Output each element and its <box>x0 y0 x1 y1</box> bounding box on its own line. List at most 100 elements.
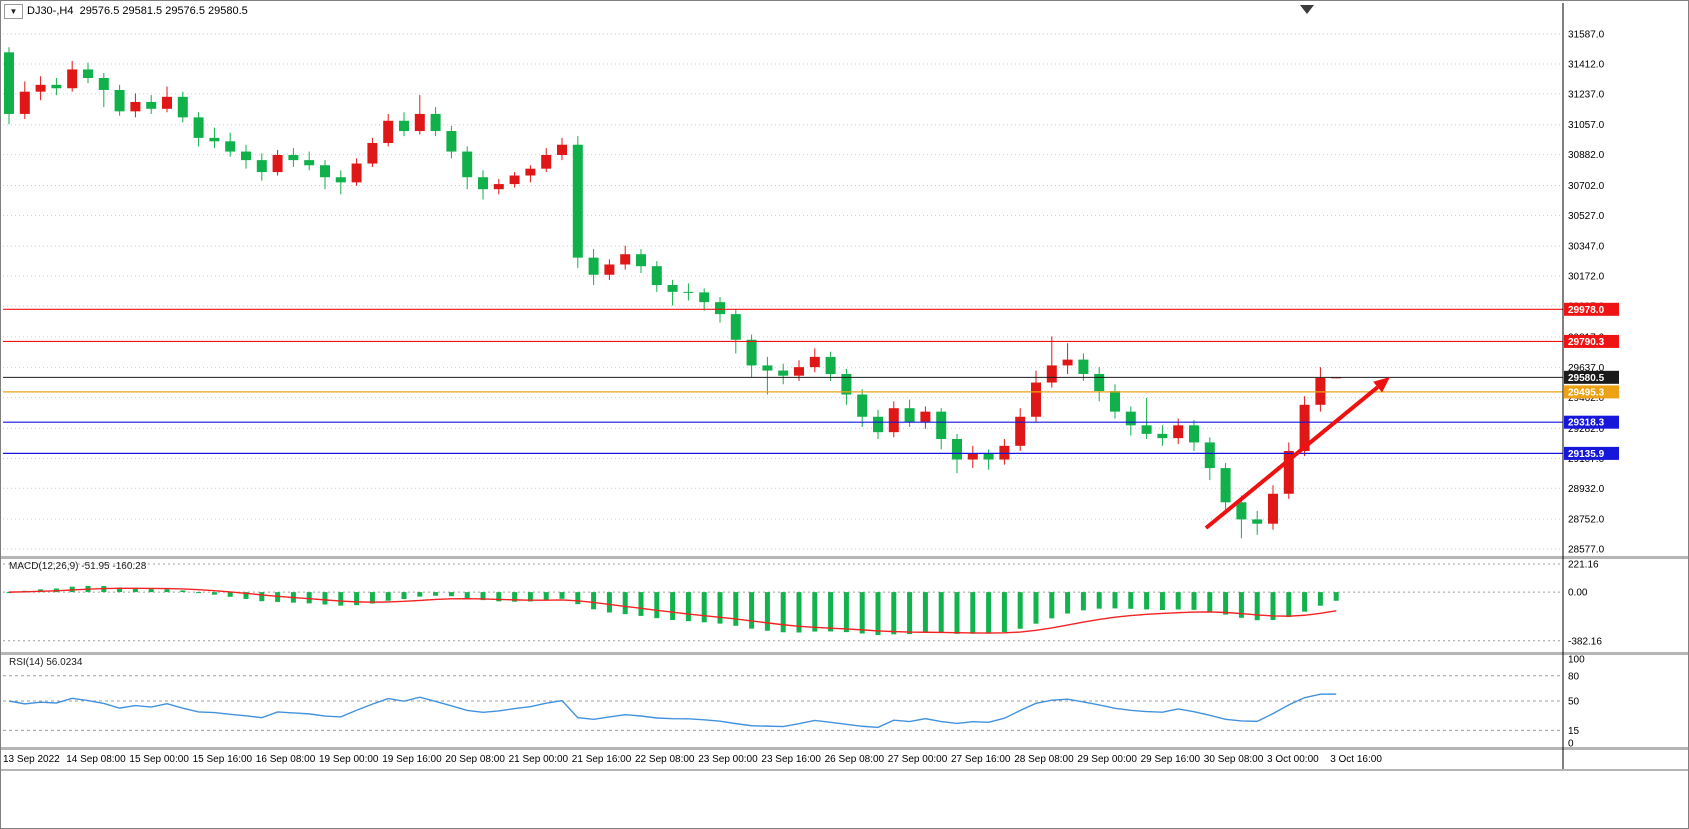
candle-body <box>541 154 552 169</box>
price-tag <box>1564 446 1619 460</box>
macd-scale-label: -382.16 <box>1568 636 1602 647</box>
candle-body <box>51 84 62 89</box>
y-axis-label: 29462.0 <box>1568 393 1605 404</box>
candle-body <box>1220 468 1231 503</box>
macd-histogram-bar <box>275 592 281 602</box>
macd-histogram-bar <box>401 592 407 600</box>
symbol-dropdown-button[interactable]: ▼ <box>4 4 23 19</box>
candle-body <box>446 131 457 152</box>
macd-histogram-bar <box>685 592 691 622</box>
rsi-indicator-label: RSI(14) 56.0234 <box>9 657 82 668</box>
macd-histogram-bar <box>132 588 138 593</box>
macd-histogram-bar <box>543 592 549 601</box>
candle-body <box>778 370 789 376</box>
macd-values: -51.95 -160.28 <box>81 561 147 572</box>
macd-histogram-bar <box>385 592 391 601</box>
pane-separator[interactable] <box>1 769 1689 771</box>
rsi-scale-label: 50 <box>1568 697 1580 708</box>
candle-body <box>857 394 868 417</box>
candle-body <box>98 77 109 90</box>
candle-body <box>1031 382 1041 417</box>
candle-body <box>572 144 583 258</box>
macd-histogram-bar <box>575 592 581 605</box>
rsi-scale-label: 15 <box>1568 726 1580 737</box>
candle-body <box>162 96 172 109</box>
x-axis-label: 19 Sep 00:00 <box>319 754 379 765</box>
macd-histogram-bar <box>338 592 344 606</box>
macd-histogram-bar <box>306 592 312 604</box>
chart-shift-marker[interactable] <box>1300 5 1314 14</box>
x-axis-label: 15 Sep 16:00 <box>193 754 253 765</box>
macd-histogram-bar <box>1080 592 1086 611</box>
y-axis-label: 31412.0 <box>1568 59 1605 70</box>
price-tag-label: 29495.3 <box>1568 387 1605 398</box>
macd-scale-label: 221.16 <box>1568 559 1599 570</box>
macd-histogram-bar <box>1286 592 1292 618</box>
candle-body <box>67 69 78 89</box>
candle-body <box>351 163 362 183</box>
macd-histogram-bar <box>496 592 502 602</box>
candle-body <box>794 367 804 376</box>
pane-separator[interactable] <box>1 747 1689 750</box>
candle-body <box>620 254 631 265</box>
candle-body <box>1173 425 1184 439</box>
macd-histogram-bar <box>717 592 723 624</box>
x-axis-label: 23 Sep 16:00 <box>761 754 821 765</box>
macd-histogram-bar <box>1238 592 1244 618</box>
pane-separator[interactable] <box>1 556 1689 559</box>
candle-body <box>762 365 773 371</box>
candle-body <box>841 373 852 395</box>
macd-histogram-bar <box>148 589 154 593</box>
macd-histogram-bar <box>448 592 454 597</box>
candle-body <box>304 160 315 166</box>
macd-histogram-bar <box>369 592 375 604</box>
macd-histogram-bar <box>1223 592 1229 615</box>
x-axis-label: 22 Sep 08:00 <box>635 754 695 765</box>
y-axis-label: 29282.0 <box>1568 424 1605 435</box>
candle-body <box>683 291 694 293</box>
macd-histogram-bar <box>196 592 202 594</box>
macd-histogram-bar <box>1144 592 1150 610</box>
macd-histogram-bar <box>1317 592 1323 606</box>
pane-separator[interactable] <box>1 652 1689 655</box>
candle-body <box>146 101 157 109</box>
candle-body <box>35 84 46 92</box>
macd-histogram-bar <box>812 592 818 632</box>
macd-histogram-bar <box>970 592 976 634</box>
candle-body <box>936 411 947 440</box>
y-axis-label: 30527.0 <box>1568 211 1605 222</box>
macd-histogram-bar <box>907 592 913 635</box>
trend-arrow[interactable] <box>1204 385 1379 530</box>
macd-histogram-bar <box>1302 592 1308 612</box>
candle-body <box>1110 391 1120 412</box>
x-axis-label: 3 Oct 16:00 <box>1330 754 1382 765</box>
macd-histogram-bar <box>1254 592 1260 621</box>
candle-body <box>904 408 915 422</box>
macd-histogram-bar <box>654 592 660 619</box>
candle-body <box>952 439 962 460</box>
candle-body <box>636 254 646 267</box>
candle-body <box>209 137 220 142</box>
macd-histogram-bar <box>938 592 944 634</box>
y-axis-label: 29637.0 <box>1568 363 1605 374</box>
candle-body <box>383 120 394 144</box>
macd-indicator-label: MACD(12,26,9) -51.95 -160.28 <box>9 561 146 572</box>
candle-body <box>493 184 504 190</box>
macd-histogram-bar <box>780 592 786 633</box>
macd-histogram-bar <box>559 592 565 599</box>
macd-scale-label: 0.00 <box>1568 588 1588 599</box>
candle-body <box>699 292 710 303</box>
macd-histogram-bar <box>527 592 533 602</box>
candle-body <box>1283 450 1294 494</box>
candle-body <box>1141 425 1152 434</box>
rsi-scale-label: 80 <box>1568 671 1580 682</box>
macd-histogram-bar <box>843 592 849 633</box>
macd-histogram-bar <box>606 592 612 613</box>
candle-body <box>288 154 299 161</box>
candle-body <box>414 113 425 132</box>
candle-body <box>825 356 836 374</box>
candle-body <box>225 141 236 152</box>
macd-histogram-bar <box>354 592 360 606</box>
price-tag-label: 29790.3 <box>1568 337 1605 348</box>
